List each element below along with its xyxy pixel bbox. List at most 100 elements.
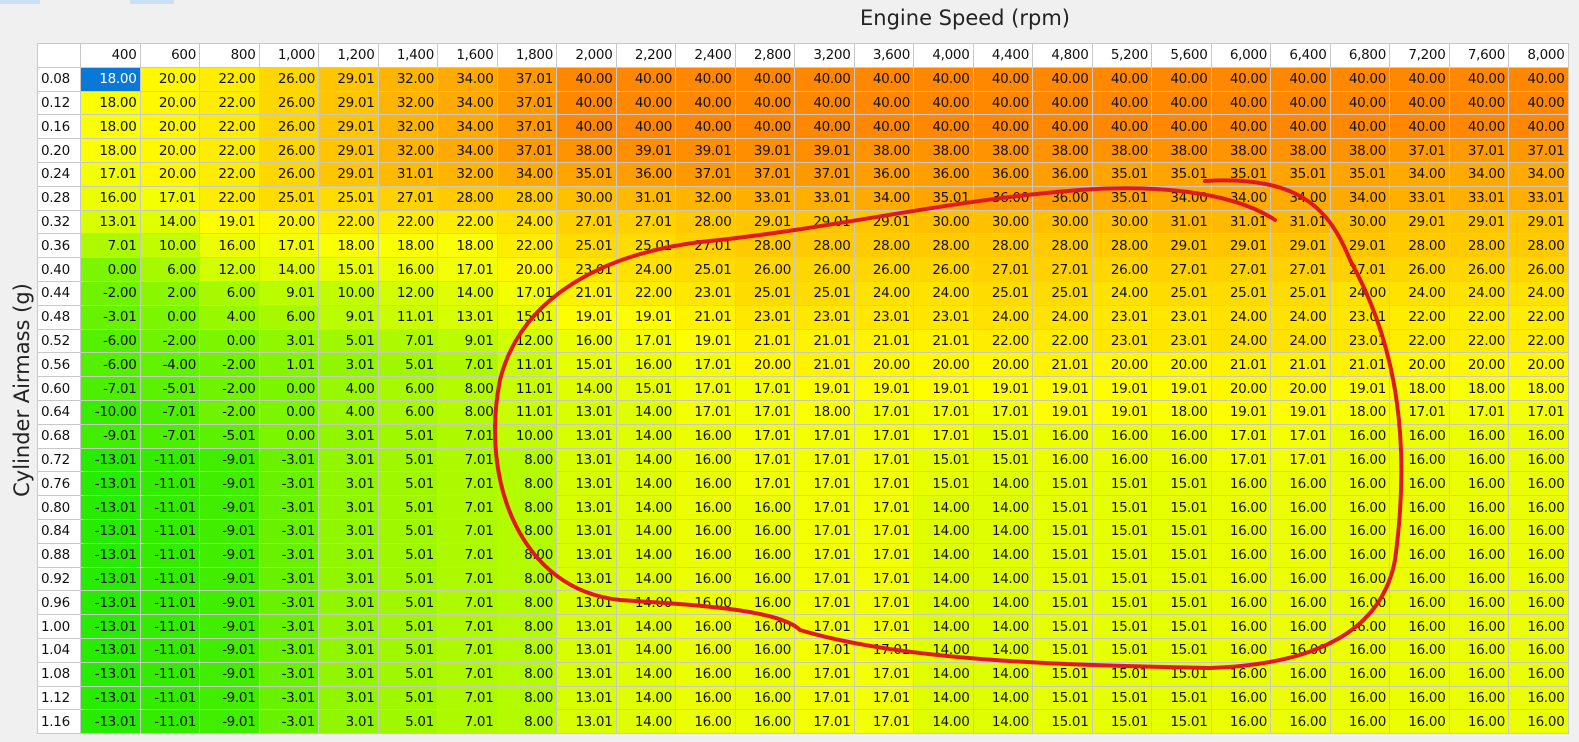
cell[interactable]: 27.01 <box>1032 257 1093 282</box>
cell[interactable]: 16.00 <box>1329 423 1390 449</box>
cell[interactable]: -11.01 <box>139 685 200 711</box>
cell[interactable]: 0.00 <box>199 328 260 354</box>
cell[interactable]: 16.00 <box>1210 471 1271 497</box>
cell[interactable]: 14.00 <box>615 423 676 449</box>
cell[interactable]: 14.00 <box>913 685 974 711</box>
cell[interactable]: 40.00 <box>972 66 1033 92</box>
cell[interactable]: 16.00 <box>1270 614 1331 639</box>
cell[interactable]: 16.00 <box>675 447 736 473</box>
cell[interactable]: 40.00 <box>1508 90 1569 116</box>
cell[interactable]: 13.01 <box>556 709 617 735</box>
cell[interactable]: 17.01 <box>1210 447 1271 473</box>
cell[interactable]: 11.01 <box>377 304 438 330</box>
cell[interactable]: 16.00 <box>1508 471 1569 497</box>
cell[interactable]: 3.01 <box>318 495 379 520</box>
cell[interactable]: -11.01 <box>139 637 200 663</box>
cell[interactable]: 21.01 <box>1210 352 1271 378</box>
cell[interactable]: 27.01 <box>675 233 736 259</box>
cell[interactable]: 17.01 <box>734 376 795 401</box>
cell[interactable]: 29.01 <box>734 209 795 235</box>
cell[interactable]: 40.00 <box>675 90 736 116</box>
cell[interactable]: 16.00 <box>1329 447 1390 473</box>
cell[interactable]: 16.00 <box>1448 685 1509 711</box>
cell[interactable]: 16.00 <box>1210 685 1271 711</box>
cell[interactable]: 26.00 <box>258 161 319 187</box>
cell[interactable]: 9.01 <box>258 280 319 306</box>
cell[interactable]: 16.00 <box>1270 518 1331 544</box>
cell[interactable]: 14.00 <box>615 495 676 520</box>
cell[interactable]: -13.01 <box>80 637 141 663</box>
cell[interactable]: 17.01 <box>853 685 914 711</box>
cell[interactable]: 14.00 <box>615 518 676 544</box>
cell[interactable]: 3.01 <box>318 566 379 592</box>
cell[interactable]: 26.00 <box>734 257 795 282</box>
cell[interactable]: 19.01 <box>675 328 736 354</box>
cell[interactable]: 15.01 <box>1032 590 1093 616</box>
cell[interactable]: 31.01 <box>377 161 438 187</box>
cell[interactable]: 38.00 <box>913 138 974 163</box>
cell[interactable]: 36.00 <box>1032 185 1093 211</box>
cell[interactable]: 15.01 <box>1151 471 1212 497</box>
cell[interactable]: 14.00 <box>556 376 617 401</box>
cell[interactable]: -11.01 <box>139 542 200 568</box>
cell[interactable]: 23.01 <box>1091 304 1152 330</box>
cell[interactable]: 16.00 <box>1448 590 1509 616</box>
cell[interactable]: 16.00 <box>1210 495 1271 520</box>
cell[interactable]: -10.00 <box>80 399 141 425</box>
cell[interactable]: 3.01 <box>318 352 379 378</box>
cell[interactable]: 2.00 <box>139 280 200 306</box>
cell[interactable]: 17.01 <box>853 566 914 592</box>
cell[interactable]: -13.01 <box>80 495 141 520</box>
cell[interactable]: 15.01 <box>1151 614 1212 639</box>
cell[interactable]: 19.01 <box>1091 376 1152 401</box>
cell[interactable]: 7.01 <box>437 590 498 616</box>
cell[interactable]: 15.01 <box>1091 471 1152 497</box>
cell[interactable]: 18.00 <box>1151 399 1212 425</box>
cell[interactable]: 21.01 <box>794 352 855 378</box>
cell[interactable]: 35.01 <box>1329 161 1390 187</box>
cell[interactable]: 40.00 <box>1210 66 1271 92</box>
cell[interactable]: -11.01 <box>139 566 200 592</box>
cell[interactable]: 14.00 <box>972 637 1033 663</box>
cell[interactable]: 40.00 <box>1448 66 1509 92</box>
cell[interactable]: 0.00 <box>258 376 319 401</box>
cell[interactable]: 17.01 <box>794 685 855 711</box>
cell[interactable]: 4.00 <box>318 399 379 425</box>
cell[interactable]: 22.00 <box>199 66 260 92</box>
cell[interactable]: 32.00 <box>377 90 438 116</box>
cell[interactable]: 37.01 <box>734 161 795 187</box>
cell[interactable]: 33.01 <box>1448 185 1509 211</box>
cell[interactable]: 18.00 <box>377 233 438 259</box>
cell[interactable]: -13.01 <box>80 447 141 473</box>
cell[interactable]: 24.00 <box>1508 280 1569 306</box>
cell[interactable]: 17.01 <box>853 471 914 497</box>
cell[interactable]: 12.00 <box>199 257 260 282</box>
cell[interactable]: 16.00 <box>1448 709 1509 735</box>
cell[interactable]: -13.01 <box>80 566 141 592</box>
cell[interactable]: -9.01 <box>199 447 260 473</box>
cell[interactable]: 22.00 <box>1032 328 1093 354</box>
cell[interactable]: 19.01 <box>853 376 914 401</box>
cell[interactable]: -7.01 <box>80 376 141 401</box>
cell[interactable]: 16.00 <box>1508 709 1569 735</box>
cell[interactable]: 9.01 <box>437 328 498 354</box>
cell[interactable]: 14.00 <box>615 566 676 592</box>
cell[interactable]: 22.00 <box>972 328 1033 354</box>
cell[interactable]: 19.01 <box>556 304 617 330</box>
cell[interactable]: 40.00 <box>1270 90 1331 116</box>
cell[interactable]: 5.01 <box>377 471 438 497</box>
cell[interactable]: 18.00 <box>80 114 141 140</box>
cell[interactable]: 19.01 <box>1091 399 1152 425</box>
cell[interactable]: 16.00 <box>1389 590 1450 616</box>
cell[interactable]: 33.01 <box>794 185 855 211</box>
cell[interactable]: 18.00 <box>80 66 141 92</box>
cell[interactable]: 18.00 <box>794 399 855 425</box>
cell[interactable]: 7.01 <box>437 614 498 639</box>
cell[interactable]: 17.01 <box>437 257 498 282</box>
cell[interactable]: 22.00 <box>496 233 557 259</box>
cell[interactable]: 17.01 <box>794 423 855 449</box>
cell[interactable]: 16.00 <box>734 685 795 711</box>
cell[interactable]: 27.01 <box>972 257 1033 282</box>
cell[interactable]: 40.00 <box>1091 90 1152 116</box>
cell[interactable]: 14.00 <box>615 661 676 687</box>
